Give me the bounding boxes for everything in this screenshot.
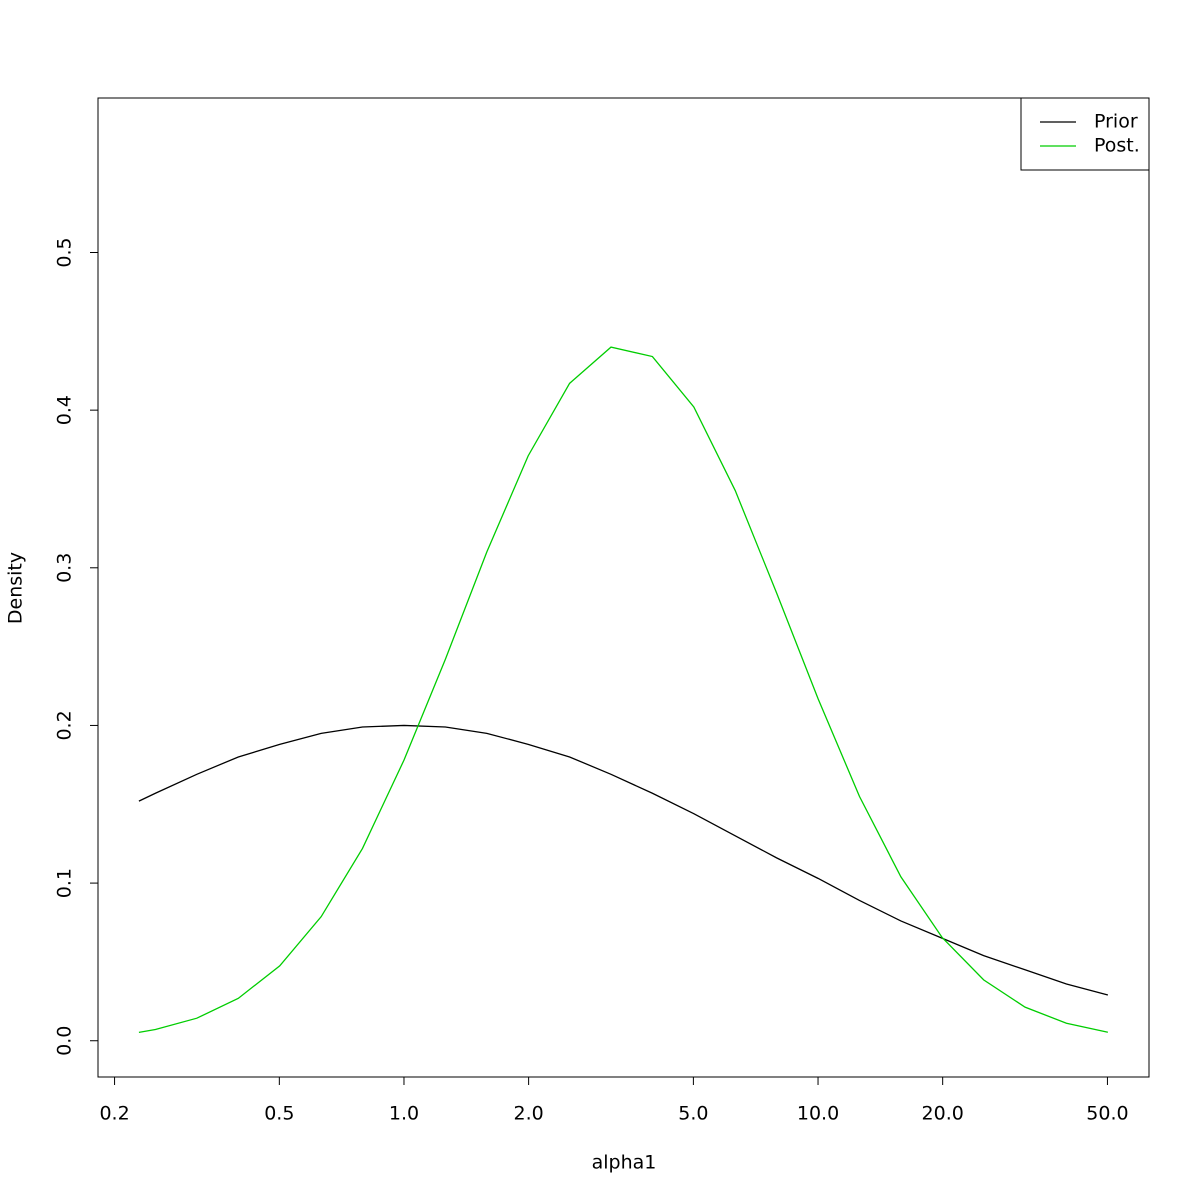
x-tick-label: 10.0 xyxy=(797,1103,839,1125)
series-line xyxy=(138,724,1109,996)
x-tick-label: 50.0 xyxy=(1086,1103,1128,1125)
x-tick-label: 0.2 xyxy=(99,1103,129,1125)
y-axis-title: Density xyxy=(5,552,27,624)
x-axis-title: alpha1 xyxy=(592,1152,657,1174)
y-tick-label: 0.3 xyxy=(54,553,76,583)
legend-box xyxy=(1020,97,1150,171)
x-tick-label: 20.0 xyxy=(922,1103,964,1125)
y-tick-label: 0.5 xyxy=(54,237,76,267)
x-tick-label: 0.5 xyxy=(264,1103,294,1125)
y-tick-label: 0.0 xyxy=(54,1026,76,1056)
plot-frame xyxy=(97,97,1150,1078)
y-tick-label: 0.4 xyxy=(54,395,76,425)
series-line xyxy=(138,346,1109,1034)
y-tick-label: 0.1 xyxy=(54,868,76,898)
x-tick-label: 1.0 xyxy=(389,1103,419,1125)
y-tick-label: 0.2 xyxy=(54,710,76,740)
legend-label: Prior xyxy=(1094,111,1138,133)
x-tick-label: 5.0 xyxy=(678,1103,708,1125)
legend-label: Post. xyxy=(1094,135,1140,157)
x-tick-label: 2.0 xyxy=(514,1103,544,1125)
